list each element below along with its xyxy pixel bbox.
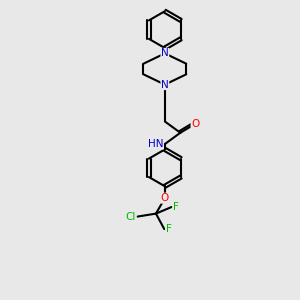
Text: F: F [173, 202, 179, 212]
Text: O: O [191, 119, 199, 129]
Text: N: N [161, 48, 169, 59]
Text: F: F [166, 224, 172, 234]
Text: Cl: Cl [126, 212, 136, 222]
Text: O: O [161, 193, 169, 203]
Text: HN: HN [148, 139, 164, 149]
Text: N: N [161, 80, 169, 90]
